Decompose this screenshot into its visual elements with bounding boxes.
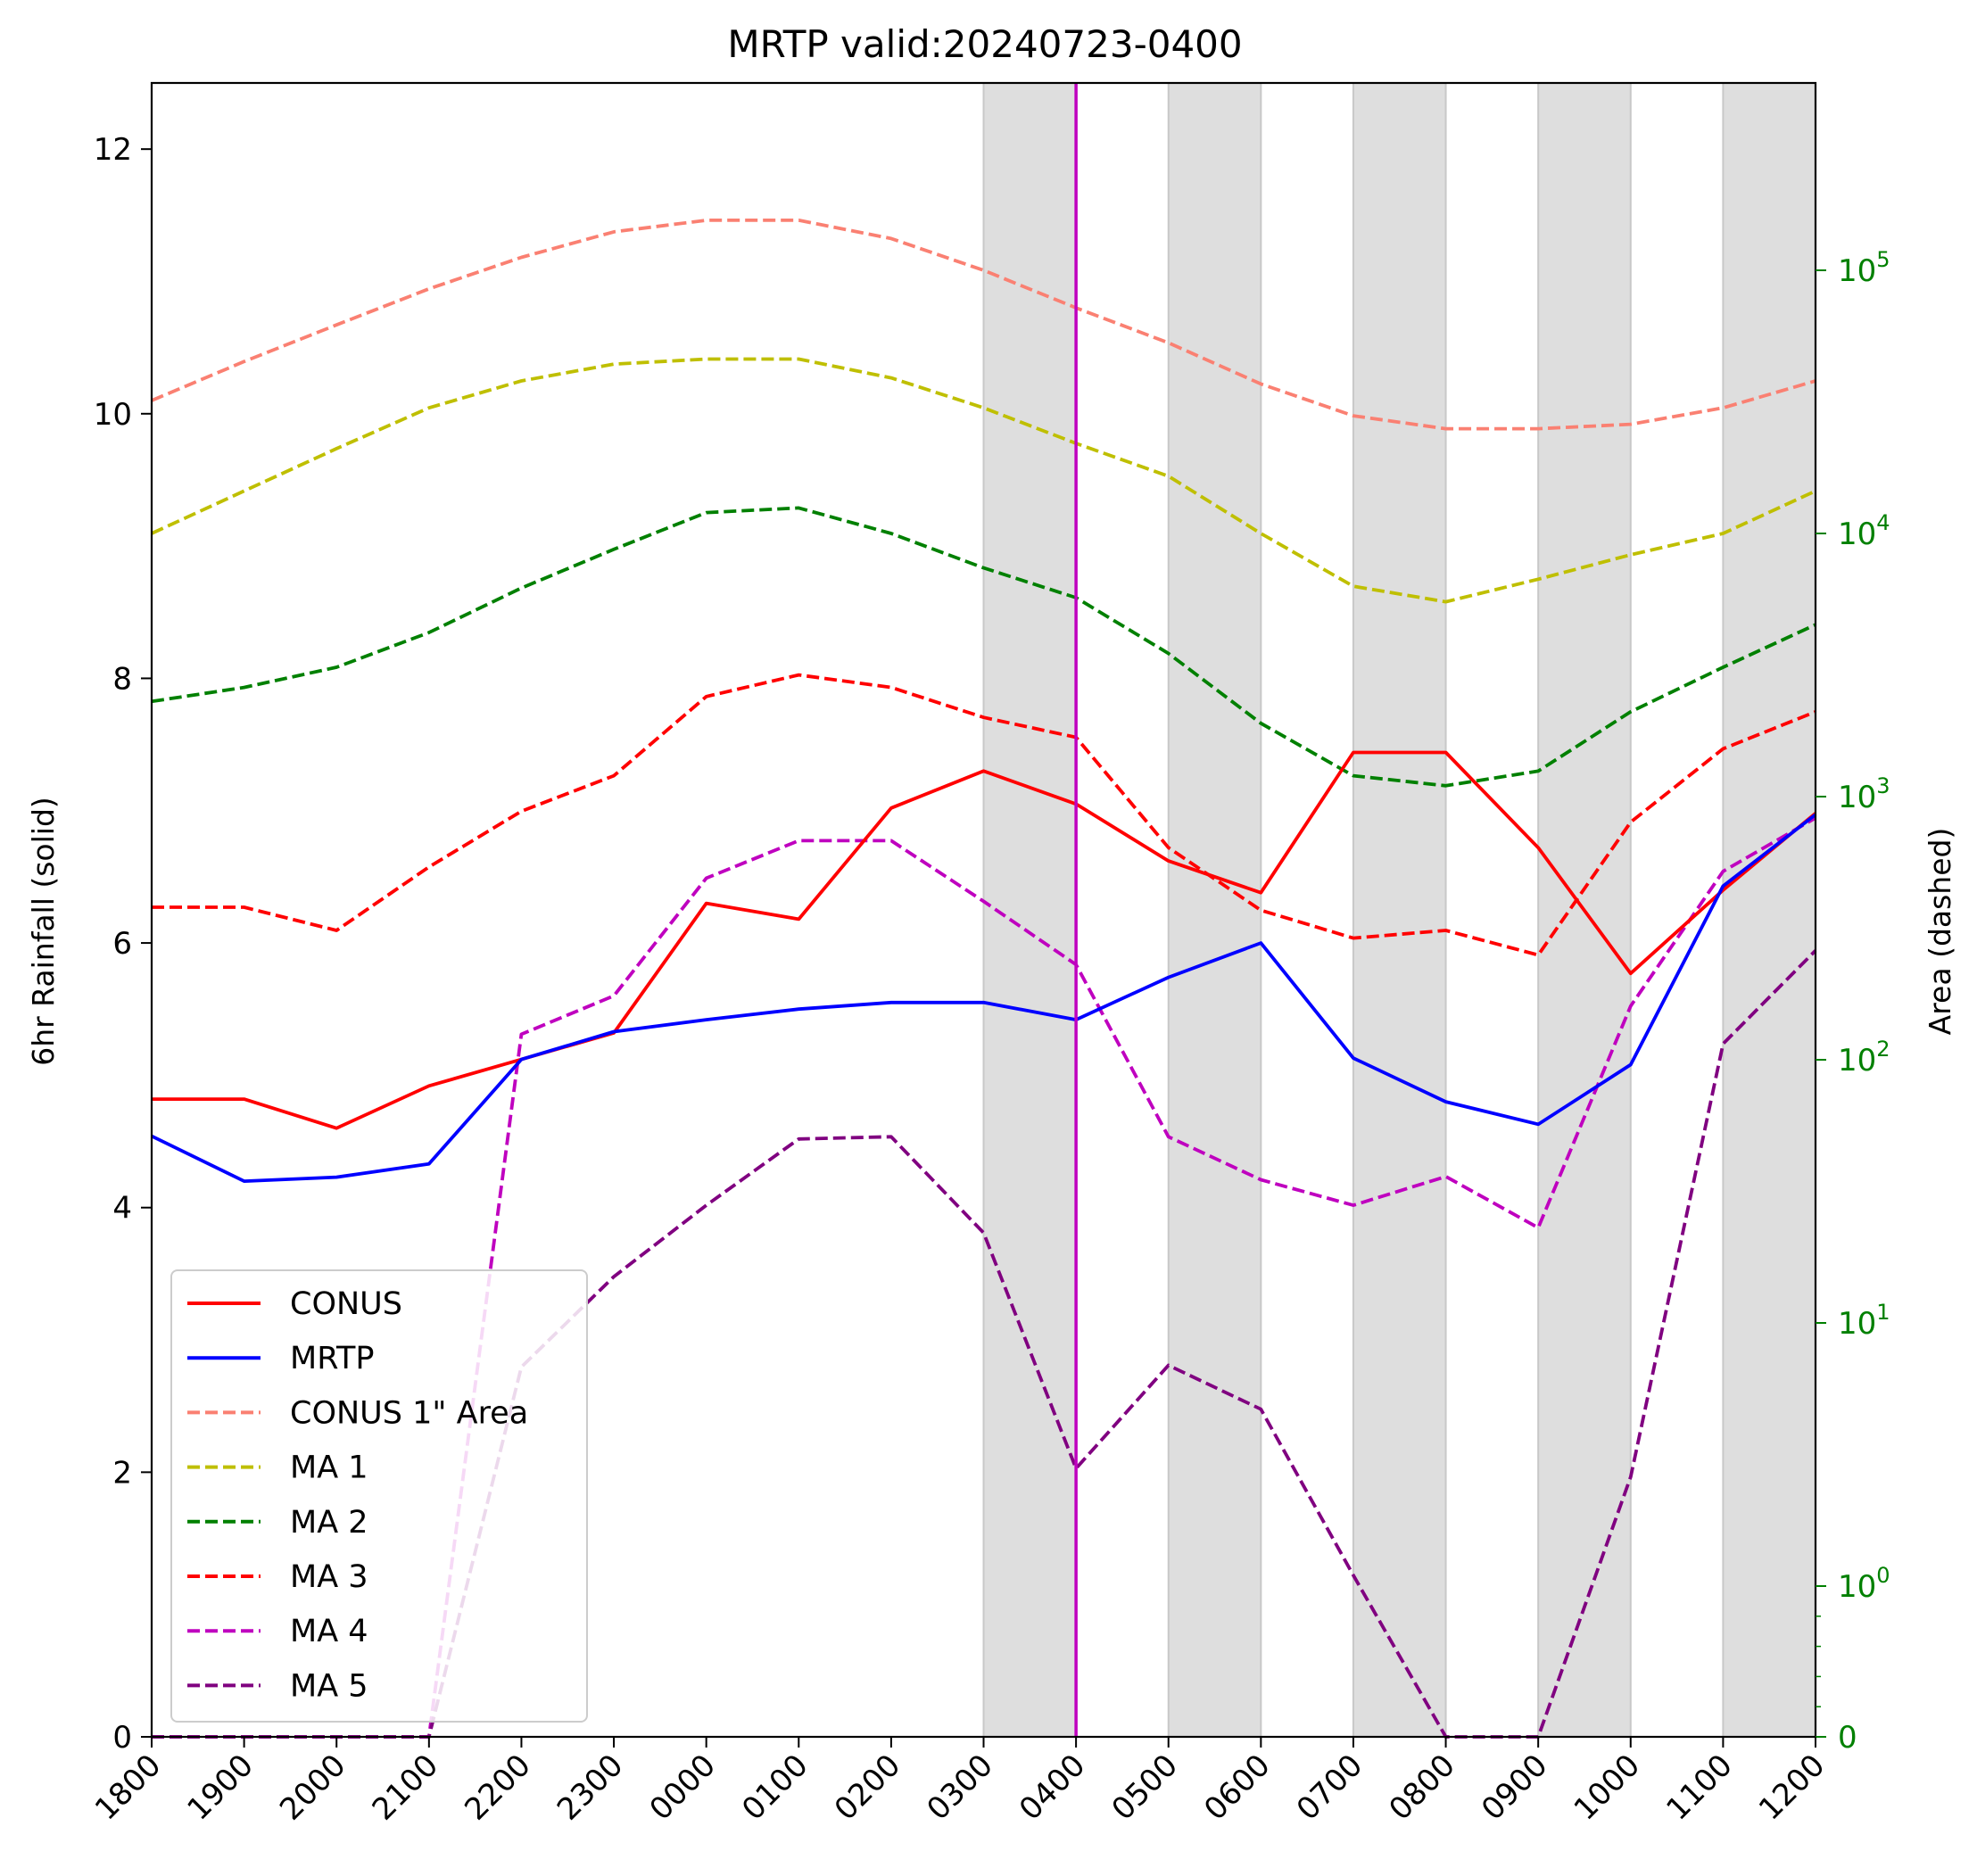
- x-tick-label: 0000: [643, 1748, 723, 1827]
- y-tick-label-left: 2: [112, 1455, 132, 1491]
- y-tick-label-left: 12: [94, 132, 132, 168]
- x-tick-label: 1100: [1659, 1748, 1739, 1827]
- y-axis-right: 0 100 101 102 103 104 105: [1816, 247, 1890, 1756]
- x-tick-label: 0100: [735, 1748, 815, 1827]
- series-line-ma-2: [151, 506, 1816, 788]
- legend-label-conus-1in-area: CONUS 1" Area: [290, 1395, 528, 1431]
- shaded-interval: [1168, 83, 1261, 1737]
- legend-label-ma-5: MA 5: [290, 1668, 368, 1704]
- y-tick-label-right: 104: [1838, 510, 1890, 552]
- y-tick-label-left: 8: [112, 661, 132, 697]
- y-tick-label-right: 105: [1838, 247, 1890, 289]
- legend: CONUS MRTP CONUS 1" Area MA 1 MA 2 MA 3 MA 4 MA…: [170, 1269, 588, 1723]
- series-line-ma-1: [151, 357, 1816, 604]
- series-line-ma-3: [152, 673, 1816, 957]
- y-tick-label-left: 6: [112, 926, 132, 962]
- legend-label-mrtp: MRTP: [290, 1341, 374, 1376]
- y-tick-label-left: 0: [112, 1720, 132, 1756]
- y-axis-left: 0 2 4 6 8 10 12: [94, 132, 152, 1756]
- x-tick-label: 0900: [1475, 1748, 1554, 1827]
- x-tick-label: 2200: [458, 1748, 537, 1827]
- series-line-conus-1in-area: [151, 218, 1816, 431]
- series-line-mrtp: [151, 813, 1817, 1183]
- x-tick-label: 1900: [181, 1748, 261, 1827]
- legend-box: [170, 1269, 588, 1723]
- y-tick-label-left: 4: [112, 1191, 132, 1227]
- x-tick-label: 0800: [1382, 1748, 1461, 1827]
- x-tick-label: 1800: [88, 1748, 168, 1827]
- x-tick-label: 1000: [1568, 1748, 1647, 1827]
- y-tick-label-right: 103: [1838, 773, 1890, 815]
- series-line-conus: [152, 750, 1817, 1130]
- x-tick-label: 2000: [273, 1748, 352, 1827]
- y-axis-left-label: 6hr Rainfall (solid): [26, 797, 61, 1066]
- legend-label-ma-1: MA 1: [290, 1450, 368, 1486]
- x-tick-label: 0700: [1290, 1748, 1369, 1827]
- x-tick-label: 1200: [1752, 1748, 1832, 1827]
- y-tick-label-right: 101: [1838, 1300, 1890, 1342]
- chart-title: MRTP valid:20240723-0400: [727, 22, 1242, 66]
- legend-label-ma-4: MA 4: [290, 1614, 368, 1649]
- y-tick-label-right: 100: [1838, 1563, 1890, 1605]
- shaded-intervals: [982, 83, 1816, 1737]
- legend-label-conus: CONUS: [290, 1286, 402, 1322]
- x-tick-label: 2100: [366, 1748, 445, 1827]
- y-axis-right-label: Area (dashed): [1923, 828, 1957, 1036]
- legend-label-ma-2: MA 2: [290, 1505, 368, 1541]
- x-tick-label: 0500: [1105, 1748, 1185, 1827]
- y-tick-label-right: 102: [1838, 1037, 1890, 1078]
- x-tick-label: 0200: [828, 1748, 907, 1827]
- shaded-interval: [1352, 83, 1446, 1737]
- x-tick-label: 0300: [920, 1748, 999, 1827]
- x-tick-label: 0400: [1013, 1748, 1092, 1827]
- y-tick-label-right: 0: [1838, 1720, 1857, 1756]
- x-tick-label: 2300: [550, 1748, 630, 1827]
- x-axis: 1800 1900 2000 2100 2200 2300 0000 0100 0200 0300…: [88, 1737, 1832, 1828]
- shaded-interval: [1723, 83, 1816, 1737]
- y-tick-label-left: 10: [94, 397, 132, 433]
- legend-label-ma-3: MA 3: [290, 1559, 368, 1595]
- x-tick-label: 0600: [1197, 1748, 1277, 1827]
